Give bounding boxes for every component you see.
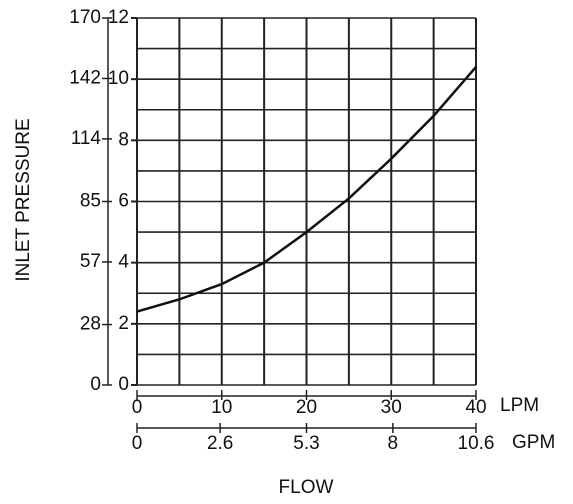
y-tick-label: 10 <box>108 68 129 89</box>
y-tick-label: 4 <box>118 252 129 273</box>
x-tick-label: 30 <box>381 397 402 418</box>
y-tick-label: 8 <box>118 129 129 150</box>
y-tick-label: 0 <box>118 374 129 395</box>
y-axis-label: INLET PRESSURE <box>13 118 34 281</box>
y-tick-label: 12 <box>108 7 129 28</box>
y2-tick-label: 0 <box>90 374 101 395</box>
line-series <box>136 66 477 313</box>
y2-tick-label: 28 <box>80 314 101 335</box>
y2-tick-label: 85 <box>80 191 101 212</box>
x2-tick-label: 0 <box>132 433 143 454</box>
x2-unit: GPM <box>512 432 555 453</box>
y-tick-label: 6 <box>118 191 129 212</box>
x-tick-label: 10 <box>211 397 232 418</box>
x-tick-label: 0 <box>132 397 143 418</box>
x-tick-label: 20 <box>296 397 317 418</box>
y2-tick-label: 114 <box>71 128 102 149</box>
x-axis-label: FLOW <box>279 477 334 498</box>
x2-tick-label: 5.3 <box>293 433 319 454</box>
y2-tick-label: 142 <box>69 67 101 88</box>
x2-tick-label: 8 <box>388 433 399 454</box>
x2-tick-label: 2.6 <box>207 433 233 454</box>
x-unit: LPM <box>500 395 539 416</box>
y-tick-label: 2 <box>118 313 129 334</box>
y2-tick-label: 170 <box>69 7 101 28</box>
y2-tick-label: 57 <box>80 251 101 272</box>
x-tick-label: 40 <box>465 397 486 418</box>
x2-tick-label: 10.6 <box>458 433 495 454</box>
